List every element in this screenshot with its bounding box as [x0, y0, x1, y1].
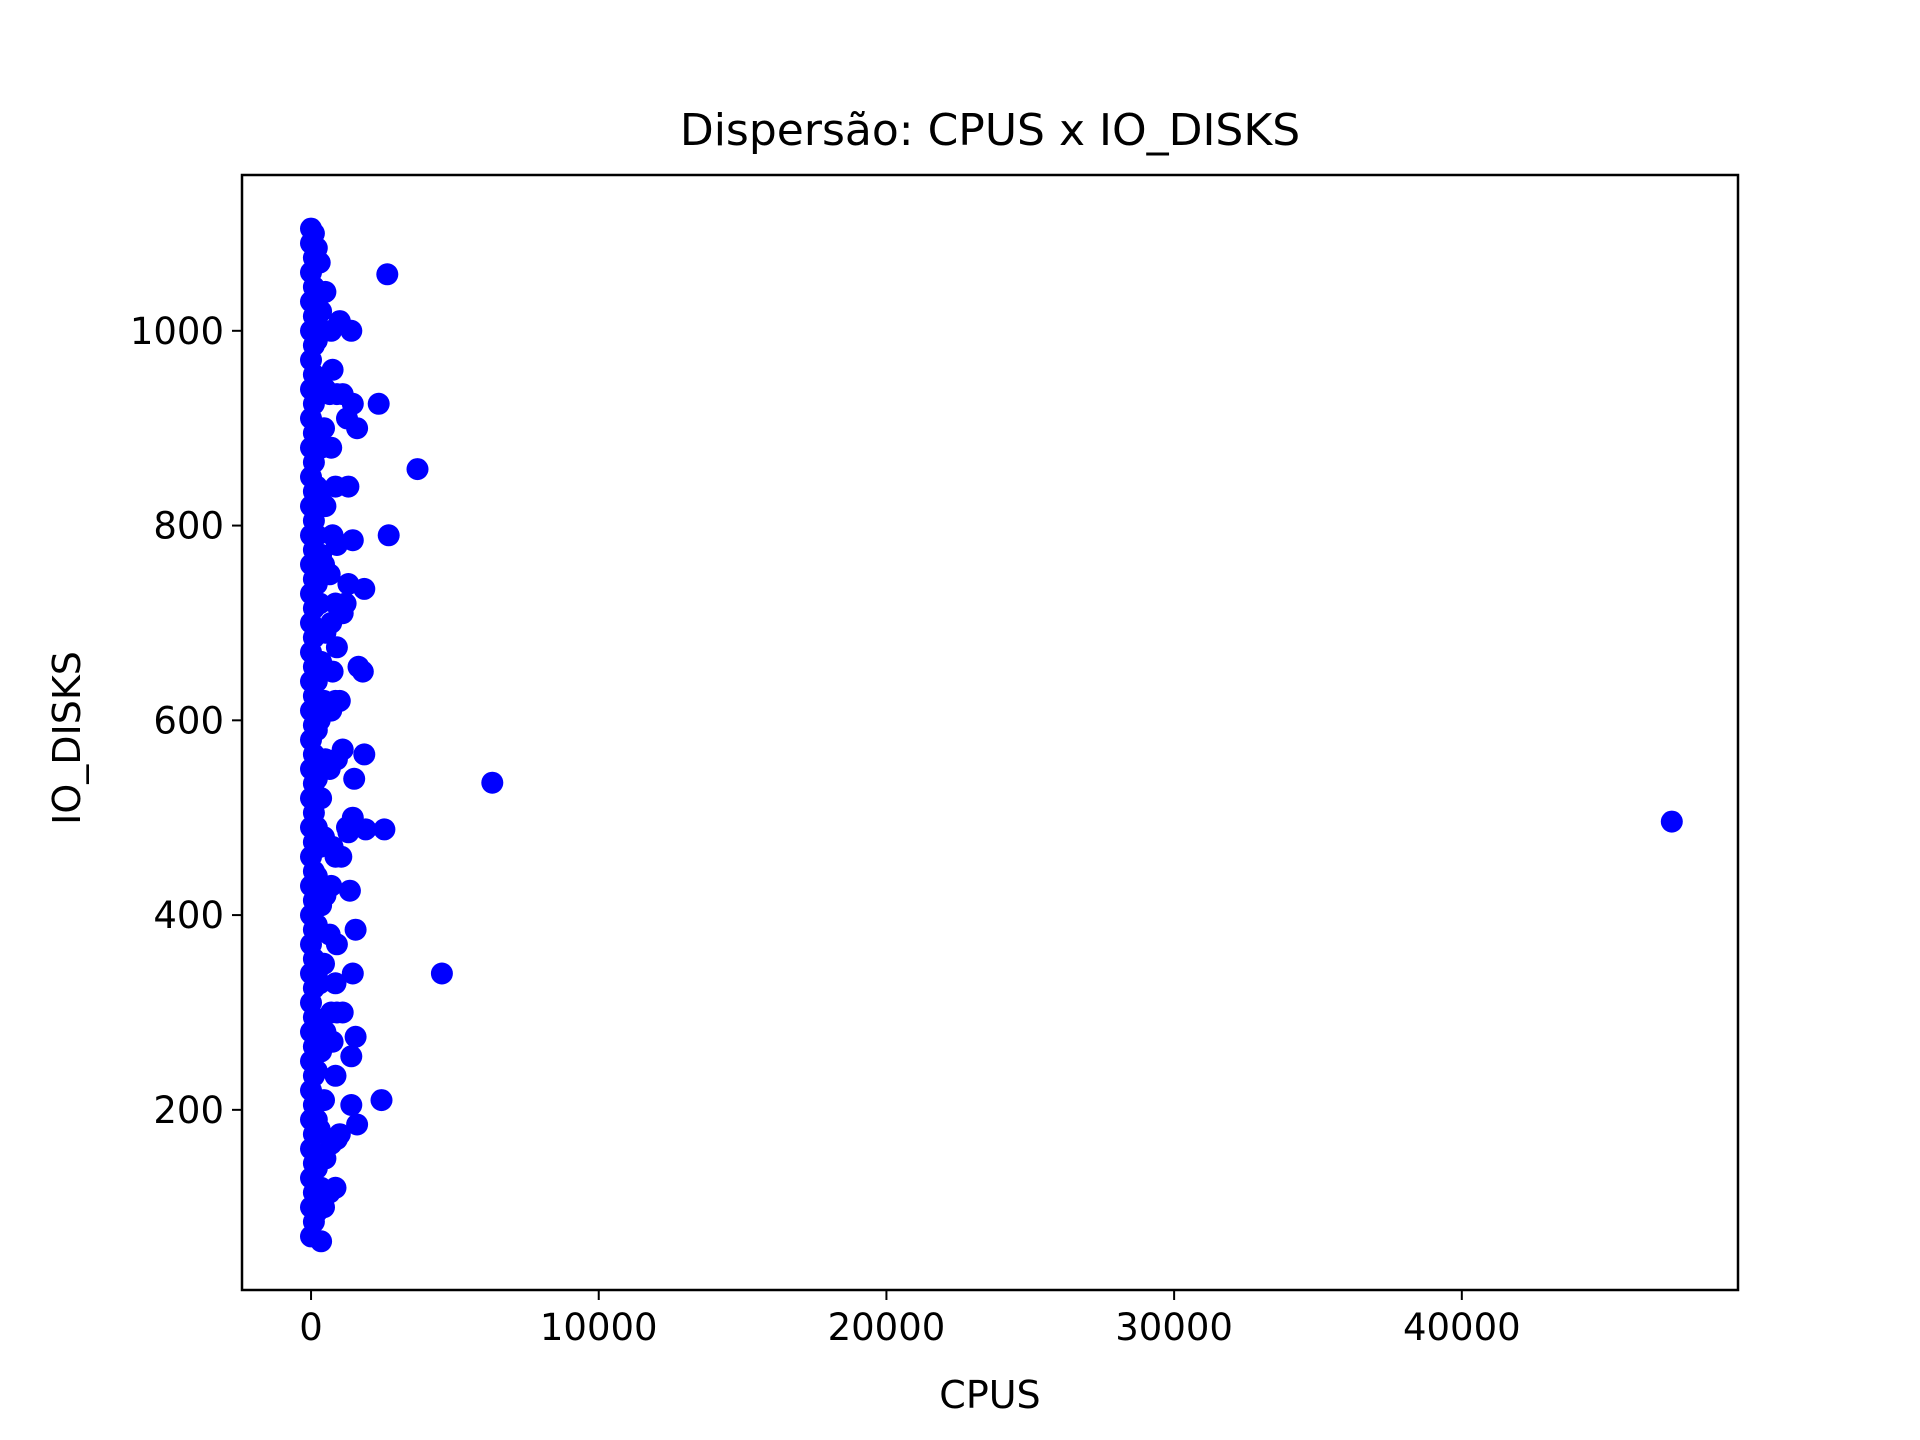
scatter-point [308, 592, 331, 615]
scatter-point [346, 417, 369, 440]
scatter-point [344, 918, 367, 941]
scatter-point [308, 972, 331, 995]
scatter-point [320, 436, 343, 459]
scatter-point [353, 743, 376, 766]
x-tick-label: 30000 [1115, 1306, 1233, 1349]
y-axis-ticks: 200 400 600 800 1000 [130, 310, 242, 1132]
scatter-point [353, 577, 376, 600]
scatter-point [313, 952, 335, 975]
scatter-point [354, 818, 377, 841]
scatter-point [341, 529, 364, 552]
scatter-point [314, 280, 337, 303]
scatter-point [310, 300, 333, 323]
scatter-point [340, 319, 363, 342]
x-tick-label: 10000 [540, 1306, 658, 1349]
scatter-point [324, 972, 347, 995]
scatter-point [313, 1089, 335, 1112]
scatter-point [328, 1123, 351, 1146]
scatter-point [330, 845, 353, 868]
scatter-point [321, 660, 344, 683]
scatter-point [351, 660, 374, 683]
scatter-point [346, 1113, 369, 1136]
scatter-point [430, 962, 453, 985]
scatter-point [341, 962, 364, 985]
x-tick-label: 40000 [1403, 1306, 1521, 1349]
scatter-points [300, 217, 1683, 1253]
scatter-point [343, 767, 366, 790]
scatter-point [331, 738, 354, 761]
scatter-point [377, 524, 400, 547]
scatter-point [338, 879, 361, 902]
scatter-point [324, 1176, 347, 1199]
scatter-point [314, 495, 337, 518]
plot-frame [240, 173, 1740, 1292]
scatter-point [1660, 810, 1683, 833]
scatter-point [325, 636, 348, 659]
y-tick-label: 600 [153, 699, 224, 742]
scatter-point [481, 771, 504, 794]
scatter-point [373, 818, 396, 841]
scatter-point [367, 392, 390, 415]
scatter-point [337, 475, 360, 498]
scatter-point [310, 787, 333, 810]
scatter-point [370, 1089, 393, 1112]
scatter-point [305, 670, 328, 693]
scatter-point [324, 1064, 347, 1087]
scatter-point [340, 1045, 363, 1068]
scatter-point [328, 689, 351, 712]
x-axis-label: CPUS [939, 1373, 1040, 1417]
scatter-point [325, 933, 348, 956]
scatter-point [310, 1230, 333, 1253]
scatter-point [406, 458, 429, 481]
scatter-point [308, 251, 331, 274]
scatter-point [305, 524, 328, 547]
scatter-point [376, 263, 399, 286]
scatter-point [313, 417, 335, 440]
scatter-point [334, 592, 357, 615]
y-tick-label: 200 [153, 1089, 224, 1132]
scatter-point [341, 392, 364, 415]
scatter-point [320, 874, 343, 897]
scatter-point [331, 1001, 354, 1024]
scatter-point [321, 1030, 344, 1053]
scatter-point [318, 563, 341, 586]
y-tick-label: 400 [153, 894, 224, 937]
scatter-point [321, 358, 344, 381]
y-tick-label: 800 [153, 505, 224, 548]
x-axis-ticks: 0 10000 20000 30000 40000 [299, 1290, 1521, 1349]
y-axis-label: IO_DISKS [45, 651, 89, 825]
x-tick-label: 0 [299, 1306, 323, 1349]
scatter-point [344, 1025, 367, 1048]
y-tick-label: 1000 [130, 310, 224, 353]
chart-title: Dispersão: CPUS x IO_DISKS [680, 105, 1300, 156]
scatter-point [340, 1094, 363, 1116]
scatter-point [305, 1059, 328, 1082]
x-tick-label: 20000 [828, 1306, 946, 1349]
